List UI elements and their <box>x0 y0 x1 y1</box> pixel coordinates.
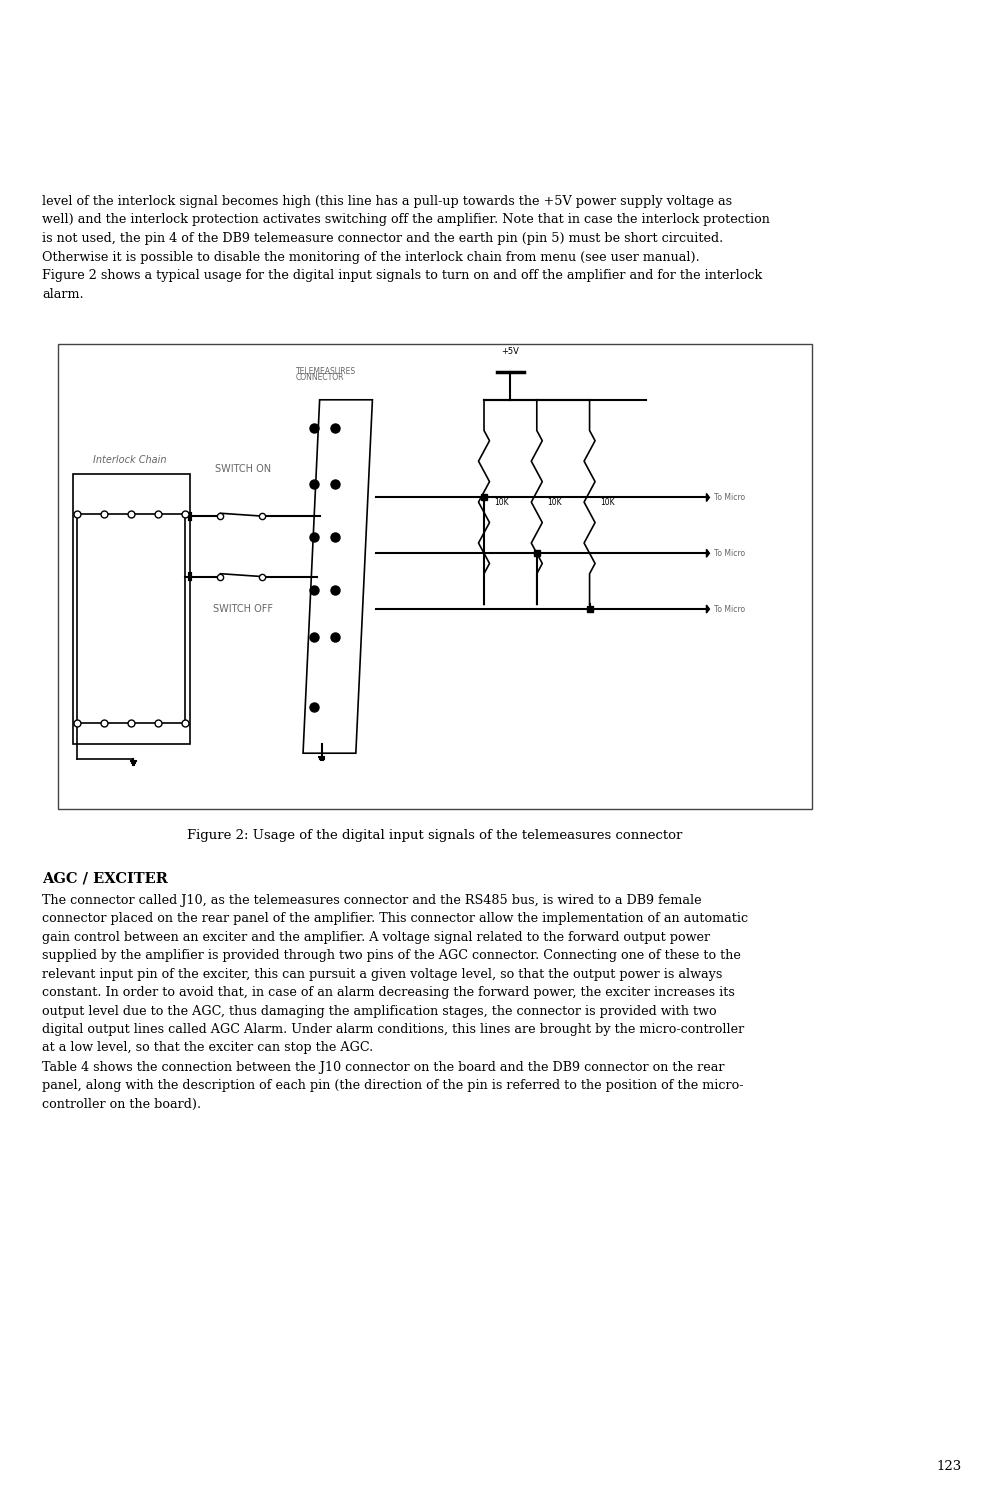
Text: digital output lines called AGC Alarm. Under alarm conditions, this lines are br: digital output lines called AGC Alarm. U… <box>42 1024 743 1036</box>
Text: To Micro: To Micro <box>714 549 745 558</box>
Bar <box>58 344 811 809</box>
Text: TELEMEASURES: TELEMEASURES <box>295 367 355 376</box>
Text: well) and the interlock protection activates switching off the amplifier. Note t: well) and the interlock protection activ… <box>42 213 769 227</box>
Text: SWITCH OFF: SWITCH OFF <box>213 604 273 615</box>
Polygon shape <box>706 549 709 558</box>
Text: Figure 2: Usage of the digital input signals of the telemeasures connector: Figure 2: Usage of the digital input sig… <box>188 830 682 842</box>
Text: alarm.: alarm. <box>42 287 83 301</box>
Text: 10K: 10K <box>547 497 562 507</box>
Text: Interlock Chain: Interlock Chain <box>93 455 166 464</box>
Text: +5V: +5V <box>500 347 519 356</box>
Text: 123: 123 <box>936 1459 961 1473</box>
Text: panel, along with the description of each pin (the direction of the pin is refer: panel, along with the description of eac… <box>42 1079 743 1093</box>
Text: at a low level, so that the exciter can stop the AGC.: at a low level, so that the exciter can … <box>42 1042 373 1055</box>
Text: Otherwise it is possible to disable the monitoring of the interlock chain from m: Otherwise it is possible to disable the … <box>42 251 699 263</box>
Text: 10K: 10K <box>600 497 614 507</box>
Text: controller on the board).: controller on the board). <box>42 1099 201 1111</box>
Text: Figure 2 shows a typical usage for the digital input signals to turn on and off : Figure 2 shows a typical usage for the d… <box>42 269 761 283</box>
Text: relevant input pin of the exciter, this can pursuit a given voltage level, so th: relevant input pin of the exciter, this … <box>42 968 721 980</box>
Text: supplied by the amplifier is provided through two pins of the AGC connector. Con: supplied by the amplifier is provided th… <box>42 948 740 962</box>
Polygon shape <box>706 493 709 502</box>
Text: connector placed on the rear panel of the amplifier. This connector allow the im: connector placed on the rear panel of th… <box>42 912 747 924</box>
Text: level of the interlock signal becomes high (this line has a pull-up towards the : level of the interlock signal becomes hi… <box>42 195 731 207</box>
Text: CONNECTOR: CONNECTOR <box>295 373 344 382</box>
Text: constant. In order to avoid that, in case of an alarm decreasing the forward pow: constant. In order to avoid that, in cas… <box>42 986 734 999</box>
Text: To Micro: To Micro <box>714 604 745 613</box>
Text: To Micro: To Micro <box>714 493 745 502</box>
Text: AGC / EXCITER: AGC / EXCITER <box>42 872 168 885</box>
Text: Table 4 shows the connection between the J10 connector on the board and the DB9 : Table 4 shows the connection between the… <box>42 1061 724 1075</box>
Bar <box>73 475 190 744</box>
Text: The connector called J10, as the telemeasures connector and the RS485 bus, is wi: The connector called J10, as the telemea… <box>42 893 701 906</box>
Polygon shape <box>706 606 709 613</box>
Text: output level due to the AGC, thus damaging the amplification stages, the connect: output level due to the AGC, thus damagi… <box>42 1004 716 1018</box>
Text: is not used, the pin 4 of the DB9 telemeasure connector and the earth pin (pin 5: is not used, the pin 4 of the DB9 teleme… <box>42 231 722 245</box>
Text: 10K: 10K <box>494 497 509 507</box>
Text: SWITCH ON: SWITCH ON <box>215 464 271 475</box>
Text: gain control between an exciter and the amplifier. A voltage signal related to t: gain control between an exciter and the … <box>42 930 709 944</box>
